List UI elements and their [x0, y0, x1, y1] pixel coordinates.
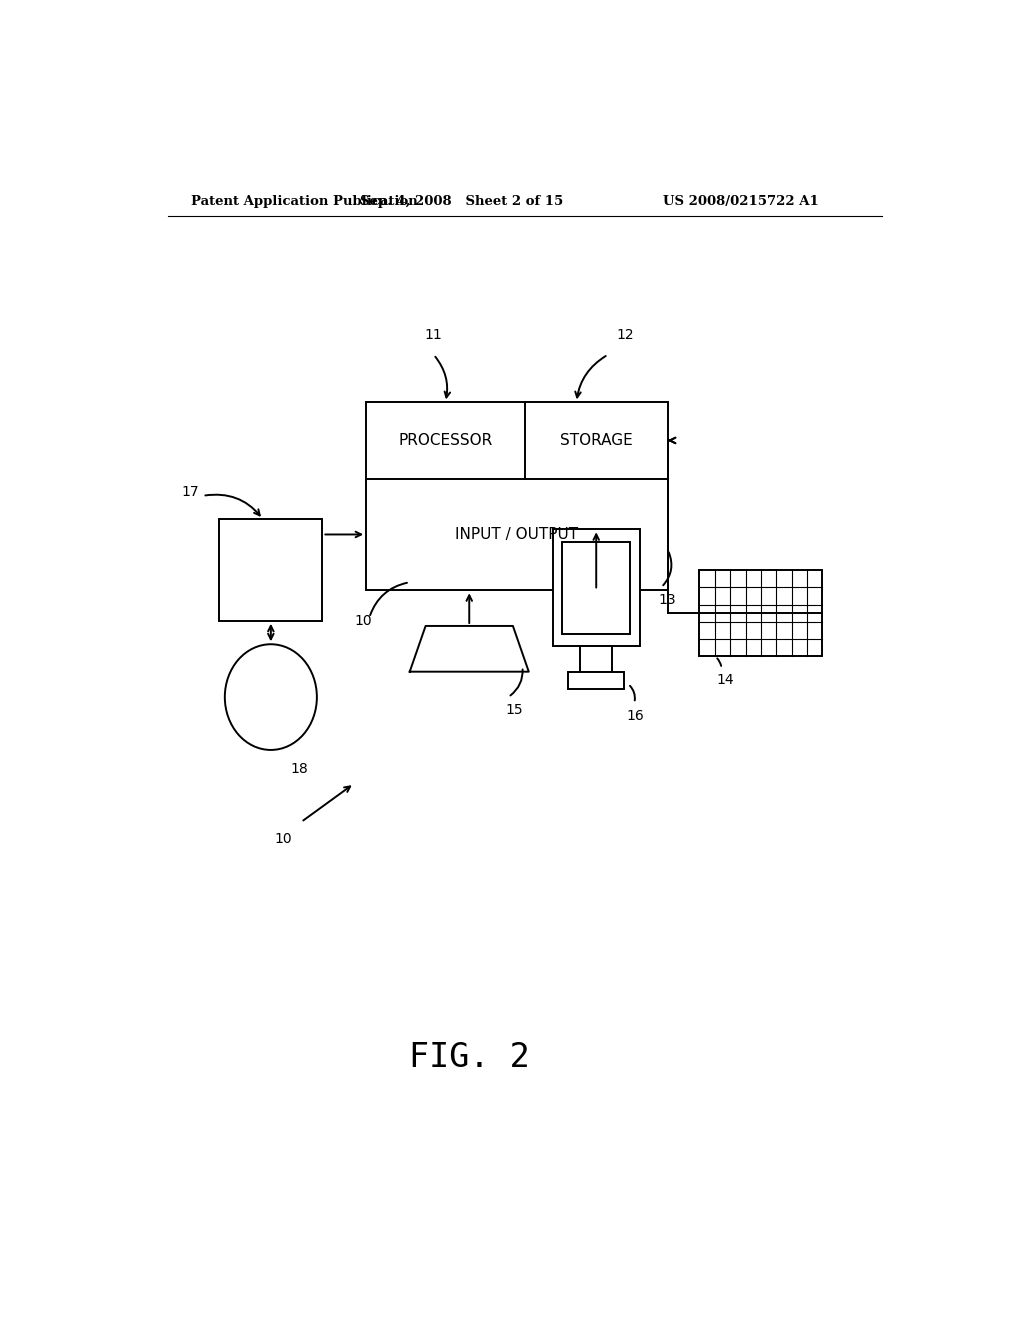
- Text: 17: 17: [182, 484, 200, 499]
- Text: FIG. 2: FIG. 2: [409, 1041, 529, 1074]
- Text: Patent Application Publication: Patent Application Publication: [191, 194, 418, 207]
- Text: INPUT / OUTPUT: INPUT / OUTPUT: [456, 527, 579, 543]
- Bar: [581, 647, 612, 672]
- Polygon shape: [410, 626, 528, 672]
- Text: 10: 10: [354, 614, 372, 628]
- Text: 11: 11: [425, 329, 442, 342]
- Ellipse shape: [225, 644, 316, 750]
- Text: 12: 12: [616, 329, 634, 342]
- Bar: [699, 570, 822, 656]
- Text: 15: 15: [505, 704, 522, 717]
- Bar: [367, 403, 668, 590]
- Text: US 2008/0215722 A1: US 2008/0215722 A1: [663, 194, 818, 207]
- Text: 10: 10: [274, 833, 292, 846]
- Bar: [553, 529, 640, 647]
- Text: 18: 18: [291, 762, 308, 776]
- Bar: [568, 672, 624, 689]
- Text: Sep. 4, 2008   Sheet 2 of 15: Sep. 4, 2008 Sheet 2 of 15: [359, 194, 563, 207]
- Text: 13: 13: [658, 594, 676, 607]
- Bar: [562, 541, 631, 634]
- Text: 16: 16: [627, 709, 644, 723]
- Text: 14: 14: [717, 673, 734, 686]
- Text: PROCESSOR: PROCESSOR: [398, 433, 493, 447]
- Text: STORAGE: STORAGE: [560, 433, 633, 447]
- Bar: [219, 519, 323, 620]
